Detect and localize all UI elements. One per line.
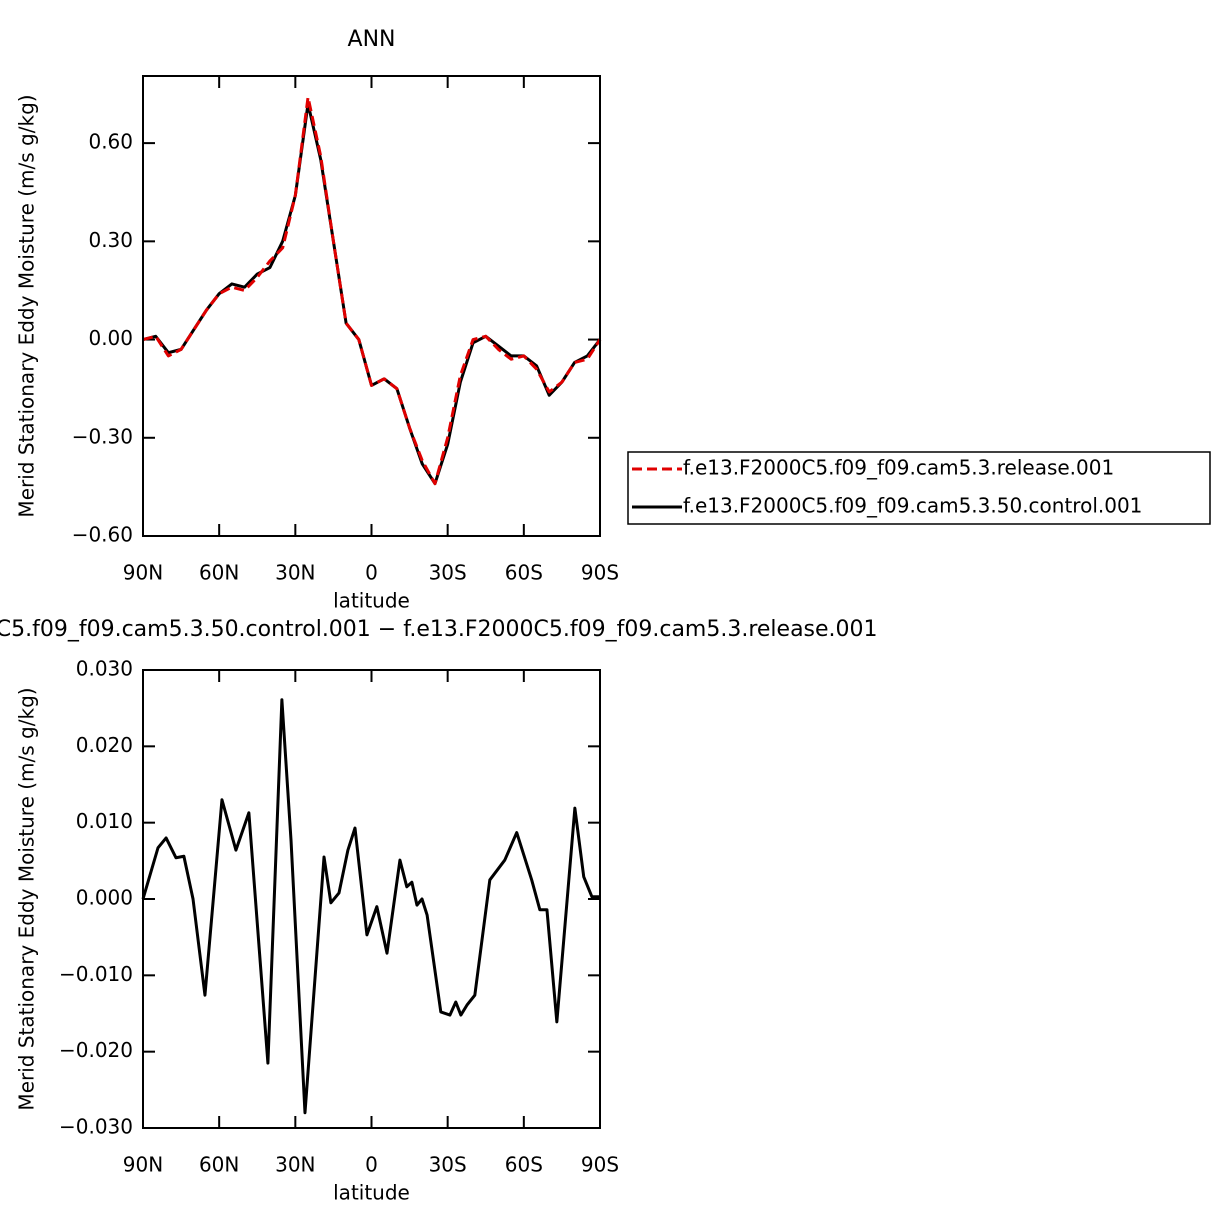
plot-frame [142, 669, 601, 1129]
x-tick-label: 90S [581, 561, 619, 585]
y-tick-label: −0.010 [59, 962, 133, 986]
x-tick-label: 90N [123, 561, 163, 585]
y-tick-label: −0.30 [72, 424, 133, 448]
chart-title: f.e13.F2000C5.f09_f09.cam5.3.50.control.… [0, 617, 878, 642]
y-tick-label: 0.020 [76, 733, 133, 757]
legend-box [627, 451, 1211, 525]
y-tick-label: −0.030 [59, 1115, 133, 1139]
y-tick-label: 0.00 [88, 326, 133, 350]
y-tick-label: −0.020 [59, 1038, 133, 1062]
x-axis-label: latitude [333, 589, 410, 613]
y-axis-label: Merid Stationary Eddy Moisture (m/s g/kg… [15, 687, 39, 1110]
plot-frame [142, 75, 601, 537]
data-line [142, 95, 602, 486]
legend-label: f.e13.F2000C5.f09_f09.cam5.3.50.control.… [683, 494, 1142, 518]
x-tick-label: 30S [429, 1153, 467, 1177]
x-tick-label: 0 [365, 1153, 378, 1177]
y-tick-label: 0.60 [88, 130, 133, 154]
y-tick-label: 0.000 [76, 886, 133, 910]
y-tick-label: −0.60 [72, 523, 133, 547]
y-tick-label: 0.010 [76, 809, 133, 833]
x-tick-label: 60N [199, 1153, 239, 1177]
x-tick-label: 60S [505, 561, 543, 585]
data-line [141, 698, 600, 1115]
x-tick-label: 0 [365, 561, 378, 585]
data-line [142, 102, 602, 486]
x-tick-label: 60S [505, 1153, 543, 1177]
x-tick-label: 90S [581, 1153, 619, 1177]
y-tick-label: 0.30 [88, 228, 133, 252]
legend-label: f.e13.F2000C5.f09_f09.cam5.3.release.001 [683, 456, 1114, 480]
x-axis-label: latitude [333, 1181, 410, 1205]
x-tick-label: 90N [123, 1153, 163, 1177]
y-axis-label: Merid Stationary Eddy Moisture (m/s g/kg… [15, 94, 39, 517]
chart-title: ANN [348, 27, 396, 52]
x-tick-label: 30S [429, 561, 467, 585]
x-tick-label: 30N [275, 561, 315, 585]
y-tick-label: 0.030 [76, 657, 133, 681]
x-tick-label: 60N [199, 561, 239, 585]
x-tick-label: 30N [275, 1153, 315, 1177]
